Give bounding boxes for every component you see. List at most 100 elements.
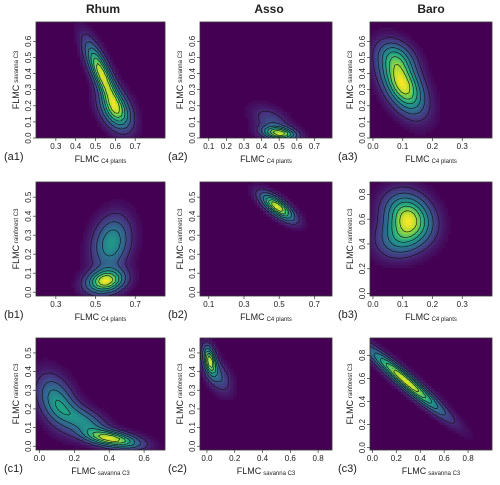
y-tick-label: 0.6	[358, 35, 367, 47]
plot-frame-b1	[35, 181, 166, 297]
x-tick-label: 0.8	[313, 454, 325, 463]
y-tick-label: 0.2	[24, 248, 33, 260]
x-tick-label: 0.4	[70, 142, 82, 151]
x-axis-label: FLMC C4 plants	[75, 154, 127, 165]
y-tick-label: 0.0	[24, 440, 33, 452]
y-tick-label: 0.4	[188, 67, 197, 79]
y-axis-label: FLMCrainforest C3	[11, 208, 21, 270]
x-tick-label: 0.7	[130, 142, 142, 151]
y-axis-label: FLMCsavanna C3	[175, 50, 185, 109]
y-tick-label: 0.0	[358, 287, 367, 299]
heatmap-a3	[370, 22, 492, 138]
contours-b2	[255, 188, 300, 225]
x-axis-label: FLMC C4 plants	[75, 312, 127, 323]
panel-c2: 0.0 0.2 0.4 0.6 0.8 0.0 0.1 0.2 0.3 0.4 0.5 FLMC sav…	[168, 337, 333, 477]
y-tick-label: 0.2	[358, 100, 367, 112]
x-tick-label: 0.2	[229, 454, 241, 463]
x-tick-label: 0.3	[50, 142, 62, 151]
y-tick-label: 0.3	[358, 84, 367, 96]
y-tick-label: 0.0	[24, 286, 33, 298]
x-tick-label: 0.0	[367, 142, 379, 151]
x-tick-label: 0.5	[90, 300, 102, 309]
plot-frame-b3	[369, 181, 493, 297]
x-tick-label: 0.5	[90, 142, 102, 151]
y-tick-label: 0.4	[24, 67, 33, 79]
y-tick-label: 0.2	[358, 418, 367, 430]
x-tick-label: 0.3	[238, 300, 250, 309]
y-tick-label: 0.4	[24, 365, 33, 377]
plot-frame-c3	[369, 337, 493, 451]
x-tick-label: 0.7	[309, 142, 321, 151]
heatmap-c1	[36, 338, 165, 450]
y-tick-label: 0.0	[188, 440, 197, 452]
panel-label: (b1)	[4, 309, 24, 321]
y-tick-label: 0.2	[24, 100, 33, 112]
y-tick-label: 0.5	[358, 51, 367, 63]
panel-a3: 0.0 0.1 0.2 0.3 0.0 0.1 0.2 0.3 0.4 0.5 0.6 FLMC C4 …	[338, 21, 493, 165]
y-tick-label: 0.6	[358, 213, 367, 225]
x-tick-label: 0.7	[130, 300, 142, 309]
panels: 0.3 0.4 0.5 0.6 0.70.00.10.20.30.40.50.6FLMC…	[4, 21, 493, 477]
y-tick-label: 0.4	[358, 395, 367, 407]
y-tick-label: 0.3	[24, 384, 33, 396]
y-tick-label: 0.5	[188, 347, 197, 359]
y-tick-label: 0.4	[188, 365, 197, 377]
y-tick-label: 0.5	[24, 191, 33, 203]
contours-a1	[80, 33, 136, 135]
y-tick-label: 0.2	[358, 263, 367, 275]
y-tick-label: 0.2	[188, 403, 197, 415]
y-tick-label: 0.3	[24, 229, 33, 241]
y-tick-label: 0.0	[188, 286, 197, 298]
y-tick-label: 0.1	[24, 267, 33, 279]
x-tick-label: 0.0	[34, 454, 46, 463]
x-axis-label: FLMC savanna C3	[402, 466, 461, 477]
x-tick-label: 0.2	[427, 300, 439, 309]
x-axis-label: FLMC savanna C3	[71, 466, 130, 477]
y-tick-label: 0.0	[358, 132, 367, 144]
x-tick-label: 0.0	[367, 300, 379, 309]
plot-frame-c1	[35, 337, 166, 451]
plot-frame-a2	[199, 21, 333, 139]
x-tick-label: 0.2	[69, 454, 81, 463]
y-tick-label: 0.1	[24, 116, 33, 128]
x-tick-label: 0.3	[457, 300, 469, 309]
column-title-asso: Asso	[254, 2, 283, 16]
x-axis-label: FLMC C4 plants	[240, 154, 292, 165]
y-axis-label: FLMCrainforest C3	[11, 363, 21, 425]
y-tick-label: 0.1	[188, 421, 197, 433]
plot-frame-a3	[369, 21, 493, 139]
plot-frame-c2	[199, 337, 333, 451]
y-tick-label: 0.6	[188, 35, 197, 47]
y-tick-label: 0.0	[188, 132, 197, 144]
y-tick-label: 0.5	[188, 51, 197, 63]
x-tick-label: 0.4	[415, 454, 427, 463]
x-tick-label: 0.2	[391, 454, 403, 463]
y-tick-label: 0.2	[188, 100, 197, 112]
y-tick-label: 0.3	[24, 84, 33, 96]
x-tick-label: 0.3	[50, 300, 62, 309]
x-tick-label: 0.5	[274, 300, 286, 309]
x-tick-label: 0.4	[256, 142, 268, 151]
panel-label: (a1)	[4, 151, 24, 163]
x-tick-label: 0.6	[139, 454, 151, 463]
y-tick-label: 0.2	[188, 248, 197, 260]
y-axis-label: FLMCrainforest C3	[175, 363, 185, 425]
x-tick-label: 0.6	[439, 454, 451, 463]
contours-a3	[372, 37, 431, 122]
panel-label: (b2)	[168, 309, 188, 321]
y-tick-label: 0.4	[358, 238, 367, 250]
y-tick-label: 0.2	[24, 403, 33, 415]
panel-a2: 0.1 0.2 0.3 0.4 0.5 0.6 0.7 0.0 0.1 0.2 0.3 0.4 0.5 0…	[168, 21, 333, 165]
y-tick-label: 0.5	[188, 191, 197, 203]
contours-a2	[256, 110, 302, 138]
y-tick-label: 0.8	[358, 349, 367, 361]
panel-label: (c1)	[4, 463, 23, 475]
y-tick-label: 0.6	[24, 35, 33, 47]
heatmap-a1	[36, 22, 165, 138]
x-tick-label: 0.6	[110, 142, 122, 151]
x-tick-label: 0.6	[285, 454, 297, 463]
heatmap-b1	[36, 182, 165, 296]
panel-label: (a2)	[168, 151, 188, 163]
y-axis-label: FLMCrainforest C3	[345, 208, 355, 270]
